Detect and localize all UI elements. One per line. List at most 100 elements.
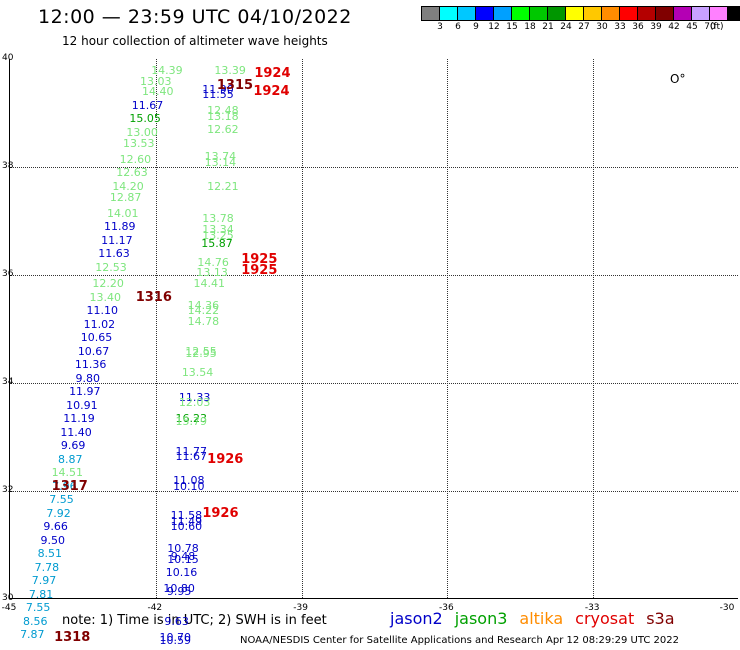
lat-tick-label: 38 bbox=[2, 161, 14, 171]
legend-label: 15 bbox=[506, 22, 518, 32]
lon-tick-label: -33 bbox=[584, 603, 600, 613]
wave-height-observation: 9.66 bbox=[43, 520, 68, 534]
wave-height-observation: 11.49 bbox=[170, 514, 203, 528]
legend-label: 12 bbox=[488, 22, 500, 32]
wave-height-observation: 13.39 bbox=[214, 63, 246, 77]
wave-height-observation: 9.63 bbox=[164, 614, 189, 628]
legend-swatch bbox=[602, 7, 620, 20]
wave-height-observation: 9.95 bbox=[166, 584, 192, 598]
legend-label: 36 bbox=[632, 22, 644, 32]
pass-time-label: 1925 bbox=[241, 251, 278, 267]
wave-height-observation: 10.65 bbox=[80, 331, 113, 345]
wave-height-observation: 11.67 bbox=[131, 98, 164, 112]
legend-swatch bbox=[656, 7, 674, 20]
wave-height-observation: 12.63 bbox=[116, 166, 148, 180]
legend-label: 30 bbox=[596, 22, 608, 32]
wave-height-observation: 7.78 bbox=[34, 560, 60, 574]
satellite-legend-item: s3a bbox=[646, 609, 675, 628]
satellite-legend-item: cryosat bbox=[575, 609, 635, 628]
pass-time-label: 1926 bbox=[202, 505, 239, 521]
legend-swatch bbox=[458, 7, 476, 20]
wave-height-observation: 12.62 bbox=[207, 123, 239, 137]
wave-height-observation: 13.34 bbox=[202, 223, 234, 237]
satellite-legend-item: jason2 bbox=[390, 609, 443, 628]
map-title: 12:00 — 23:59 UTC 04/10/2022 bbox=[38, 6, 352, 28]
satellite-legend-item: jason3 bbox=[454, 609, 508, 628]
wave-height-observation: 14.78 bbox=[187, 314, 220, 328]
pass-time-label: 1925 bbox=[241, 262, 278, 278]
legend-label: 9 bbox=[473, 22, 479, 32]
wave-height-observation: 12.53 bbox=[95, 260, 127, 274]
wave-height-observation: 7.92 bbox=[46, 506, 71, 520]
wave-height-observation: 14.01 bbox=[106, 206, 139, 220]
wave-height-observation: 12.21 bbox=[207, 179, 239, 193]
legend-swatch bbox=[620, 7, 638, 20]
wave-height-observation: 7.81 bbox=[28, 587, 54, 601]
island-marker: O° bbox=[670, 72, 686, 86]
wave-height-observation: 10.59 bbox=[159, 633, 191, 647]
wave-height-observation: 10.91 bbox=[66, 398, 98, 412]
legend-swatch bbox=[728, 7, 740, 20]
footnote: note: 1) Time is in UTC; 2) SWH is in fe… bbox=[62, 613, 327, 628]
map-plot-area bbox=[9, 59, 738, 599]
map-subtitle: 12 hour collection of altimeter wave hei… bbox=[62, 34, 328, 48]
color-legend: (ft) 3 6 9 12 15 18 21 24 27 30 33 36 39 42 45 70 bbox=[421, 6, 740, 35]
wave-height-observation: 12.03 bbox=[178, 395, 211, 409]
wave-height-observation: 12.95 bbox=[185, 347, 217, 361]
lat-tick-label: 40 bbox=[2, 53, 14, 63]
wave-height-observation: 10.60 bbox=[170, 520, 203, 534]
legend-label: 33 bbox=[614, 22, 626, 32]
legend-swatch bbox=[638, 7, 656, 20]
wave-height-observation: 10.10 bbox=[173, 479, 205, 493]
wave-height-observation: 14.20 bbox=[112, 179, 144, 193]
grid-line-lon bbox=[301, 59, 303, 598]
legend-label: 70 bbox=[704, 22, 716, 32]
lat-tick-label: 36 bbox=[2, 269, 14, 279]
wave-height-observation: 7.55 bbox=[25, 601, 51, 615]
wave-height-observation: 15.05 bbox=[129, 112, 161, 126]
wave-height-observation: 10.67 bbox=[77, 344, 110, 358]
wave-height-observation: 11.33 bbox=[178, 390, 211, 404]
wave-height-observation: 13.53 bbox=[123, 136, 155, 150]
wave-height-observation: 9.69 bbox=[60, 439, 86, 453]
wave-height-observation: 9.50 bbox=[40, 533, 65, 547]
legend-swatch bbox=[440, 7, 458, 20]
wave-height-observation: 13.18 bbox=[207, 109, 239, 123]
legend-swatch bbox=[494, 7, 512, 20]
pass-time-label: 1924 bbox=[254, 65, 291, 81]
wave-height-observation: 11.19 bbox=[63, 412, 95, 426]
legend-label: 45 bbox=[686, 22, 698, 32]
pass-time-label: 1924 bbox=[253, 84, 290, 100]
grid-line-lat bbox=[10, 167, 738, 168]
wave-height-observation: 13.14 bbox=[204, 155, 237, 169]
wave-height-observation: 10.80 bbox=[163, 582, 195, 596]
legend-label: 24 bbox=[560, 22, 572, 32]
wave-height-observation: 13.13 bbox=[196, 266, 228, 280]
lat-tick-label: 32 bbox=[2, 485, 14, 495]
wave-height-observation: 13.54 bbox=[181, 366, 214, 380]
legend-swatch bbox=[530, 7, 548, 20]
pass-time-label: 1315 bbox=[216, 77, 254, 93]
legend-swatch bbox=[692, 7, 710, 20]
grid-line-lon bbox=[447, 59, 449, 598]
wave-height-observation: 7.87 bbox=[20, 628, 45, 642]
wave-height-observation: 11.90 bbox=[202, 82, 234, 96]
legend-label: 21 bbox=[542, 22, 554, 32]
wave-height-observation: 14.36 bbox=[187, 298, 220, 312]
wave-height-observation: 13.78 bbox=[202, 212, 234, 226]
legend-label: 27 bbox=[578, 22, 590, 32]
pass-time-label: 1318 bbox=[54, 629, 91, 645]
wave-height-observation: 10.15 bbox=[167, 552, 199, 566]
wave-height-observation: 13.00 bbox=[126, 125, 158, 139]
grid-line-lat bbox=[10, 383, 738, 384]
wave-height-observation: 16.23 bbox=[175, 412, 208, 426]
legend-label: 6 bbox=[455, 22, 461, 32]
legend-label: 18 bbox=[524, 22, 536, 32]
wave-height-observation: 11.08 bbox=[173, 474, 205, 488]
satellite-legend: jason2 jason3 altika cryosat s3a bbox=[390, 609, 687, 628]
legend-swatch bbox=[584, 7, 602, 20]
wave-height-observation: 11.77 bbox=[175, 444, 208, 458]
wave-height-observation: 9.80 bbox=[75, 371, 100, 385]
legend-swatch bbox=[710, 7, 728, 20]
wave-height-observation: 7.55 bbox=[49, 493, 74, 507]
